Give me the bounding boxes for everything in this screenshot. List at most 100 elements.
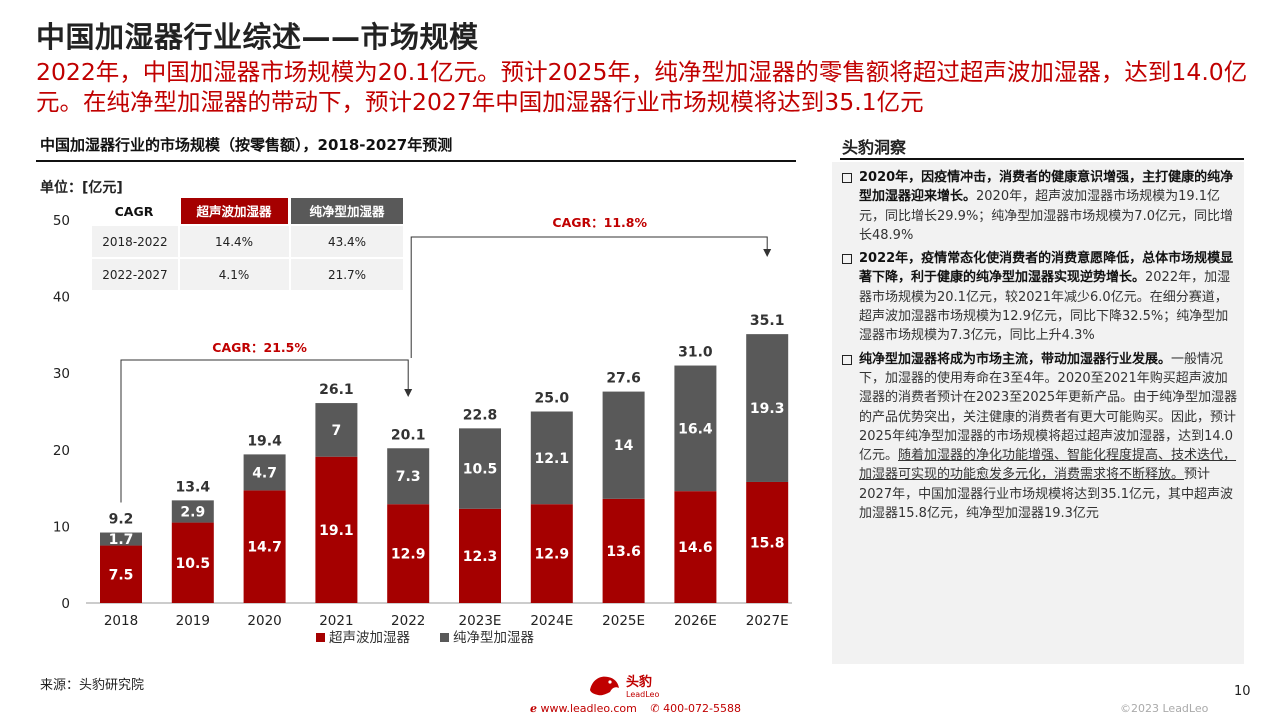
chart-title: 中国加湿器行业的市场规模（按零售额），2018-2027年预测 bbox=[40, 136, 453, 154]
cagr-label-2: CAGR：11.8% bbox=[552, 215, 647, 230]
bar-total-label: 27.6 bbox=[606, 371, 641, 387]
bar-ultrasonic bbox=[530, 504, 573, 603]
cagr-row1-ultrasonic: 14.4% bbox=[215, 235, 253, 249]
checkbox-bullet-icon bbox=[842, 173, 852, 183]
y-tick-label: 30 bbox=[53, 366, 70, 382]
phone-number: 400-072-5588 bbox=[663, 702, 742, 715]
bar-ultrasonic-label: 7.5 bbox=[109, 567, 134, 583]
bar-ultrasonic-label: 12.9 bbox=[535, 547, 570, 563]
bar-pure-label: 19.3 bbox=[750, 401, 785, 417]
x-tick-label: 2023E bbox=[459, 613, 502, 629]
cagr-row2-ultrasonic: 4.1% bbox=[219, 268, 250, 282]
cagr-row2-period: 2022-2027 bbox=[102, 268, 167, 282]
leadleo-logo: 头豹 LeadLeo bbox=[590, 674, 659, 699]
footer-contact: ℯ www.leadleo.com ✆ 400-072-5588 bbox=[530, 702, 741, 715]
chart-axis-layer: 0 10 20 30 40 50 2018 2019 2020 2021 2022 2023E 2024… bbox=[53, 213, 792, 629]
insight-point-2-bold: 2022年，疫情常态化使消费者的消费意愿降低，总体市场规模显著下降，利于健康的纯… bbox=[859, 251, 1234, 286]
bar-ultrasonic bbox=[602, 498, 645, 603]
bar-pure-label: 16.4 bbox=[678, 421, 713, 437]
bar-pure bbox=[171, 500, 214, 523]
page-subtitle: 2022年，中国加湿器市场规模为20.1亿元。预计2025年，纯净型加湿器的零售… bbox=[36, 58, 1248, 116]
cagr-header-ultrasonic: 超声波加湿器 bbox=[195, 204, 272, 219]
insight-point-3-text: 一般情况下，加湿器的使用寿命在3至4年。2020至2021年购买超声波加湿器的消… bbox=[859, 351, 1238, 464]
bar-pure-label: 7 bbox=[332, 423, 342, 439]
bar-total-label: 35.1 bbox=[750, 313, 785, 329]
insight-point-2: 2022年，疫情常态化使消费者的消费意愿降低，总体市场规模显著下降，利于健康的纯… bbox=[842, 249, 1238, 345]
bar-pure-label: 14 bbox=[614, 438, 634, 454]
bar-total-label: 26.1 bbox=[319, 382, 354, 398]
bar-ultrasonic-label: 14.6 bbox=[678, 540, 713, 556]
bar-pure bbox=[530, 411, 573, 505]
cagr-label-1: CAGR：21.5% bbox=[212, 340, 307, 355]
bar-pure-label: 2.9 bbox=[180, 504, 205, 520]
logo-subtext: LeadLeo bbox=[626, 690, 659, 699]
x-tick-label: 2019 bbox=[176, 613, 210, 629]
insights-heading: 头豹洞察 bbox=[840, 134, 1244, 160]
bar-ultrasonic bbox=[387, 504, 430, 603]
copyright: ©2023 LeadLeo bbox=[1120, 702, 1209, 715]
bar-ultrasonic-label: 13.6 bbox=[606, 544, 641, 560]
cagr-row1-pure: 43.4% bbox=[328, 235, 366, 249]
y-tick-label: 50 bbox=[53, 213, 70, 229]
legend-swatch-ultrasonic bbox=[316, 633, 325, 642]
insight-point-3-bold: 纯净型加湿器将成为市场主流，带动加湿器行业发展。 bbox=[859, 351, 1172, 367]
bar-total-label: 22.8 bbox=[463, 407, 498, 423]
chart-legend: 超声波加湿器 纯净型加湿器 bbox=[316, 630, 534, 646]
bar-pure bbox=[674, 365, 717, 492]
chart-unit: 单位：[亿元] bbox=[40, 180, 123, 196]
bar-ultrasonic bbox=[171, 522, 214, 603]
page-title: 中国加湿器行业综述——市场规模 bbox=[36, 20, 479, 54]
market-size-chart: 0 10 20 30 40 50 2018 2019 2020 2021 2022 2023E 2024… bbox=[53, 198, 792, 646]
x-tick-label: 2020 bbox=[247, 613, 281, 629]
legend-label-pure: 纯净型加湿器 bbox=[453, 630, 534, 646]
bar-pure-label: 10.5 bbox=[463, 462, 498, 478]
cagr-arrow-1 bbox=[120, 359, 409, 503]
bar-ultrasonic bbox=[746, 481, 789, 603]
cagr-row2-pure: 21.7% bbox=[328, 268, 366, 282]
bar-total-label: 25.0 bbox=[535, 391, 570, 407]
bar-pure bbox=[315, 403, 358, 457]
bar-pure-label: 4.7 bbox=[252, 465, 277, 481]
bar-pure bbox=[602, 391, 645, 499]
y-tick-label: 40 bbox=[53, 290, 70, 306]
bar-pure-label: 1.7 bbox=[109, 532, 134, 548]
bar-total-label: 31.0 bbox=[678, 345, 713, 361]
bar-ultrasonic-label: 15.8 bbox=[750, 535, 785, 551]
cagr-arrowhead-2 bbox=[763, 249, 772, 257]
bar-total-label: 13.4 bbox=[176, 479, 211, 495]
bar-pure-label: 7.3 bbox=[396, 469, 421, 485]
y-tick-label: 20 bbox=[53, 443, 70, 459]
bar-pure bbox=[459, 428, 501, 509]
cagr-arrowhead-1 bbox=[404, 389, 413, 398]
cagr-header-label: CAGR bbox=[115, 204, 154, 219]
cagr-header-cell bbox=[92, 198, 176, 224]
bar-ultrasonic bbox=[674, 491, 717, 603]
website-link[interactable]: www.leadleo.com bbox=[540, 702, 637, 715]
bar-ultrasonic-label: 12.9 bbox=[391, 547, 426, 563]
x-tick-label: 2018 bbox=[104, 613, 138, 629]
y-tick-label: 10 bbox=[53, 519, 70, 535]
cagr-header-ultrasonic-cell bbox=[181, 198, 288, 224]
phone-icon: ✆ bbox=[650, 702, 660, 715]
cagr-header-pure: 纯净型加湿器 bbox=[309, 204, 385, 219]
source-note: 来源：头豹研究院 bbox=[40, 678, 145, 693]
checkbox-bullet-icon bbox=[842, 254, 852, 265]
legend-swatch-pure bbox=[440, 633, 449, 642]
chart-annotation-layer: CAGR：21.5% CAGR：11.8% bbox=[120, 215, 772, 503]
logo-text: 头豹 bbox=[626, 674, 652, 690]
insight-point-3-underline: 随着加湿器的净化功能增强、智能化程度提高、技术迭代，加湿器可实现的功能愈发多元化… bbox=[859, 448, 1237, 483]
bar-total-label: 19.4 bbox=[247, 433, 282, 449]
cagr-table: CAGR 超声波加湿器 纯净型加湿器 2018-2022 14.4% 43.4%… bbox=[92, 198, 403, 290]
bar-pure bbox=[100, 532, 142, 546]
bar-pure bbox=[387, 448, 430, 505]
chart-bars-layer: 7.5 1.7 9.2 10.5 2.9 13.4 14.7 4.7 19.4 19.1 7 26.1… bbox=[100, 313, 789, 603]
bar-total-label: 20.1 bbox=[391, 427, 426, 443]
chart-title-rule bbox=[36, 160, 796, 162]
bar-ultrasonic-label: 10.5 bbox=[176, 556, 211, 572]
bar-ultrasonic bbox=[315, 456, 358, 603]
x-tick-label: 2025E bbox=[602, 613, 645, 629]
cagr-row1-period: 2018-2022 bbox=[102, 235, 167, 249]
web-icon: ℯ bbox=[530, 702, 537, 715]
cagr-arrow-2 bbox=[410, 236, 768, 358]
bar-ultrasonic-label: 12.3 bbox=[463, 549, 498, 565]
